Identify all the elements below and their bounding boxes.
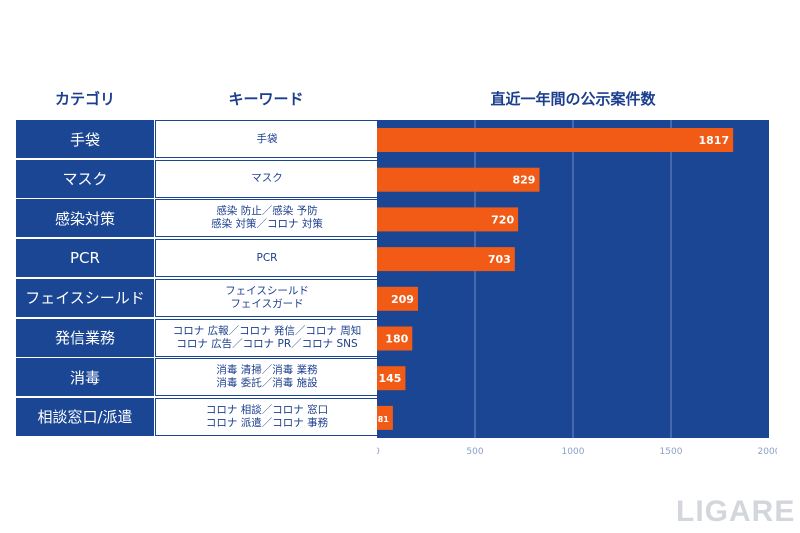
bar-value-label: 703 bbox=[488, 253, 511, 266]
bar bbox=[377, 167, 540, 192]
category-cell: 発信業務 bbox=[16, 318, 154, 357]
bar-value-label: 720 bbox=[491, 213, 514, 226]
keyword-line: 消毒 委託／消毒 施設 bbox=[216, 377, 318, 390]
keyword-cell: 手袋 bbox=[155, 120, 379, 158]
bar-value-label: 829 bbox=[513, 174, 536, 187]
x-tick-label: 1500 bbox=[660, 447, 683, 457]
bar bbox=[377, 207, 519, 232]
keyword-line: 感染 対策／コロナ 対策 bbox=[211, 218, 323, 231]
bar bbox=[377, 405, 393, 430]
keyword-header: キーワード bbox=[228, 90, 304, 108]
x-tick-label: 0 bbox=[377, 447, 380, 457]
bar bbox=[377, 247, 515, 272]
keyword-line: 消毒 清掃／消毒 業務 bbox=[216, 364, 318, 377]
x-tick-label: 500 bbox=[466, 447, 483, 457]
keyword-line: コロナ 派遣／コロナ 事務 bbox=[205, 416, 329, 429]
x-tick-label: 1000 bbox=[562, 447, 585, 457]
keyword-cell: マスク bbox=[155, 159, 379, 198]
keyword-line: フェイスガード bbox=[230, 297, 304, 310]
category-header: カテゴリ bbox=[54, 90, 115, 108]
keyword-cell: コロナ 相談／コロナ 窓口 コロナ 派遣／コロナ 事務 bbox=[155, 397, 379, 436]
bar-value-label: 145 bbox=[378, 372, 401, 385]
keyword-line: コロナ 相談／コロナ 窓口 bbox=[205, 403, 329, 416]
bar bbox=[377, 286, 418, 311]
bar-value-label: 209 bbox=[391, 293, 414, 306]
count-bar-chart: 0 500 1000 1500 2000 1817 829 720 703 209 180 145 81 bbox=[377, 120, 777, 457]
keyword-line: マスク bbox=[251, 172, 283, 185]
category-cell: フェイスシールド bbox=[16, 278, 154, 317]
keyword-line: 手袋 bbox=[256, 132, 278, 145]
category-cell: 感染対策 bbox=[16, 199, 154, 238]
bar bbox=[377, 326, 413, 351]
ligare-logo: LIGARE bbox=[676, 495, 796, 528]
keyword-line: PCR bbox=[256, 251, 278, 264]
category-cell: マスク bbox=[16, 159, 154, 198]
bar-value-label: 81 bbox=[378, 415, 390, 424]
keyword-cell: PCR bbox=[155, 239, 379, 278]
category-cell: 手袋 bbox=[16, 120, 154, 158]
count-header: 直近一年間の公示案件数 bbox=[490, 90, 656, 108]
bar-value-label: 180 bbox=[385, 333, 408, 346]
keyword-cell: コロナ 広報／コロナ 発信／コロナ 周知 コロナ 広告／コロナ PR／コロナ SN… bbox=[155, 318, 379, 357]
x-tick-label: 2000 bbox=[758, 447, 777, 457]
category-cell: 相談窓口/派遣 bbox=[16, 397, 154, 436]
keyword-line: コロナ 広告／コロナ PR／コロナ SNS bbox=[176, 337, 358, 350]
keyword-line: コロナ 広報／コロナ 発信／コロナ 周知 bbox=[172, 324, 362, 337]
keyword-line: 感染 防止／感染 予防 bbox=[216, 205, 318, 218]
category-cell: PCR bbox=[16, 239, 154, 278]
keyword-cell: フェイスシールド フェイスガード bbox=[155, 278, 379, 317]
bar bbox=[377, 366, 406, 391]
category-cell: 消毒 bbox=[16, 358, 154, 397]
bar-value-label: 1817 bbox=[699, 134, 730, 147]
keyword-cell: 感染 防止／感染 予防 感染 対策／コロナ 対策 bbox=[155, 199, 379, 238]
keyword-line: フェイスシールド bbox=[225, 284, 309, 297]
keyword-cell: 消毒 清掃／消毒 業務 消毒 委託／消毒 施設 bbox=[155, 358, 379, 397]
bar bbox=[377, 128, 734, 152]
